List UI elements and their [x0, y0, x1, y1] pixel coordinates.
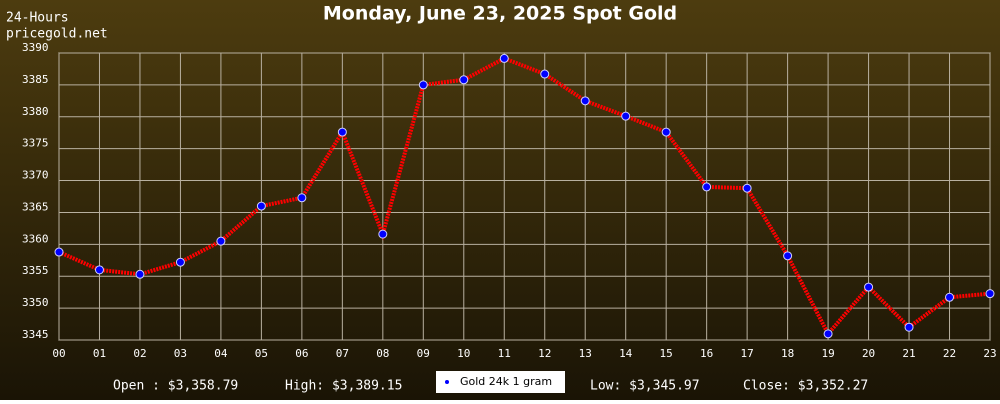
data-point: [945, 292, 955, 302]
x-tick-label: 14: [619, 347, 633, 360]
x-tick-label: 06: [295, 347, 308, 360]
stat-label: Low: $3,345.97: [590, 379, 700, 394]
x-tick-label: 02: [133, 347, 146, 360]
x-tick-label: 09: [417, 347, 430, 360]
x-tick-label: 08: [376, 347, 389, 360]
stat-label: High: $3,389.15: [285, 379, 402, 394]
x-tick-label: 19: [821, 347, 834, 360]
data-point: [54, 247, 64, 257]
data-point: [499, 53, 509, 63]
data-point: [256, 201, 266, 211]
stat-label: Close: $3,352.27: [743, 379, 868, 394]
legend-label: Gold 24k 1 gram: [460, 375, 552, 388]
data-point: [783, 251, 793, 261]
x-tick-label: 04: [214, 347, 228, 360]
y-tick-label: 3385: [22, 73, 49, 86]
y-tick-label: 3380: [22, 105, 49, 118]
data-point: [418, 80, 428, 90]
x-tick-label: 17: [741, 347, 754, 360]
data-point: [135, 269, 145, 279]
y-tick-label: 3365: [22, 200, 49, 213]
stat-label: Open : $3,358.79: [113, 379, 238, 394]
x-tick-label: 23: [983, 347, 996, 360]
data-point: [580, 96, 590, 106]
x-tick-label: 05: [255, 347, 268, 360]
data-point: [216, 236, 226, 246]
data-point: [459, 75, 469, 85]
y-tick-label: 3355: [22, 264, 49, 277]
x-tick-label: 13: [579, 347, 592, 360]
data-point: [661, 127, 671, 137]
x-tick-label: 16: [700, 347, 713, 360]
legend-marker: [445, 380, 449, 384]
legend: Gold 24k 1 gram: [436, 371, 565, 393]
legend-box: [436, 371, 565, 393]
data-point: [337, 127, 347, 137]
x-tick-label: 21: [902, 347, 915, 360]
data-point: [297, 193, 307, 203]
x-tick-label: 07: [336, 347, 349, 360]
chart-title: Monday, June 23, 2025 Spot Gold: [323, 3, 677, 25]
x-tick-label: 20: [862, 347, 875, 360]
data-point: [904, 322, 914, 332]
data-point: [864, 282, 874, 292]
x-tick-label: 03: [174, 347, 187, 360]
source: pricegold.net: [6, 27, 108, 42]
x-tick-label: 11: [498, 347, 511, 360]
x-tick-label: 12: [538, 347, 551, 360]
subtitle: 24-Hours: [6, 11, 69, 26]
x-tick-label: 18: [781, 347, 794, 360]
x-tick-label: 00: [52, 347, 65, 360]
y-tick-label: 3350: [22, 296, 49, 309]
y-tick-label: 3375: [22, 137, 49, 150]
data-point: [823, 329, 833, 339]
y-tick-label: 3360: [22, 232, 49, 245]
data-point: [378, 229, 388, 239]
x-tick-label: 22: [943, 347, 956, 360]
y-tick-label: 3370: [22, 169, 49, 182]
data-point: [94, 265, 104, 275]
data-point: [621, 111, 631, 121]
data-point: [702, 182, 712, 192]
data-point: [742, 183, 752, 193]
y-tick-label: 3390: [22, 41, 49, 54]
series-line: [58, 56, 991, 338]
x-tick-label: 01: [93, 347, 106, 360]
x-tick-label: 10: [457, 347, 470, 360]
y-tick-label: 3345: [22, 328, 49, 341]
x-tick-label: 15: [660, 347, 673, 360]
data-point: [985, 289, 995, 299]
data-point: [540, 69, 550, 79]
data-point: [175, 257, 185, 267]
